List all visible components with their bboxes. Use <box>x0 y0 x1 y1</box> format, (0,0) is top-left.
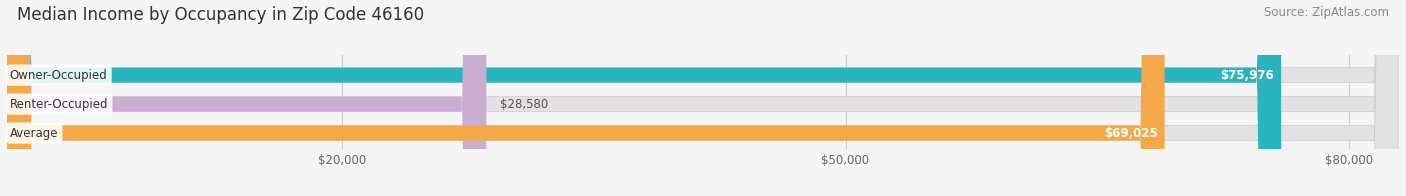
FancyBboxPatch shape <box>7 0 1281 196</box>
Text: Average: Average <box>10 127 58 140</box>
Text: $69,025: $69,025 <box>1104 127 1157 140</box>
FancyBboxPatch shape <box>7 0 1399 196</box>
FancyBboxPatch shape <box>7 0 1164 196</box>
FancyBboxPatch shape <box>7 0 486 196</box>
Text: Source: ZipAtlas.com: Source: ZipAtlas.com <box>1264 6 1389 19</box>
FancyBboxPatch shape <box>7 0 1399 196</box>
Text: $75,976: $75,976 <box>1220 69 1274 82</box>
Text: Renter-Occupied: Renter-Occupied <box>10 98 108 111</box>
Text: $28,580: $28,580 <box>501 98 548 111</box>
Text: Median Income by Occupancy in Zip Code 46160: Median Income by Occupancy in Zip Code 4… <box>17 6 425 24</box>
FancyBboxPatch shape <box>7 0 1399 196</box>
Text: Owner-Occupied: Owner-Occupied <box>10 69 108 82</box>
